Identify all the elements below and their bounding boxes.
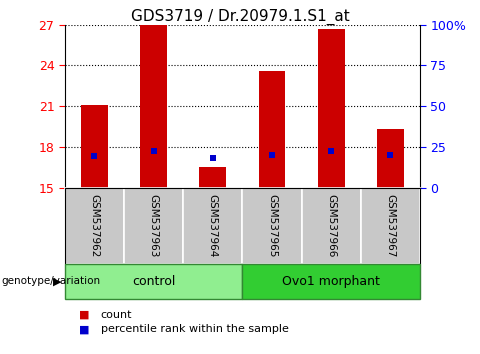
Text: GSM537964: GSM537964 bbox=[208, 194, 218, 257]
Text: GSM537963: GSM537963 bbox=[149, 194, 158, 257]
Text: control: control bbox=[132, 275, 175, 288]
Text: ■: ■ bbox=[79, 324, 89, 334]
Text: GDS3719 / Dr.20979.1.S1_at: GDS3719 / Dr.20979.1.S1_at bbox=[131, 9, 349, 25]
Text: percentile rank within the sample: percentile rank within the sample bbox=[101, 324, 288, 334]
Text: GSM537962: GSM537962 bbox=[89, 194, 99, 257]
Text: GSM537965: GSM537965 bbox=[267, 194, 277, 257]
Bar bbox=[318, 29, 345, 188]
Text: GSM537966: GSM537966 bbox=[326, 194, 336, 257]
Text: ▶: ▶ bbox=[53, 276, 62, 286]
Text: count: count bbox=[101, 310, 132, 320]
Text: ■: ■ bbox=[79, 310, 89, 320]
Bar bbox=[377, 129, 404, 188]
Text: Ovo1 morphant: Ovo1 morphant bbox=[282, 275, 380, 288]
Bar bbox=[200, 167, 226, 188]
Text: genotype/variation: genotype/variation bbox=[1, 276, 100, 286]
Bar bbox=[81, 105, 108, 188]
Bar bbox=[140, 25, 167, 188]
Bar bbox=[259, 71, 285, 188]
Text: GSM537967: GSM537967 bbox=[385, 194, 396, 257]
